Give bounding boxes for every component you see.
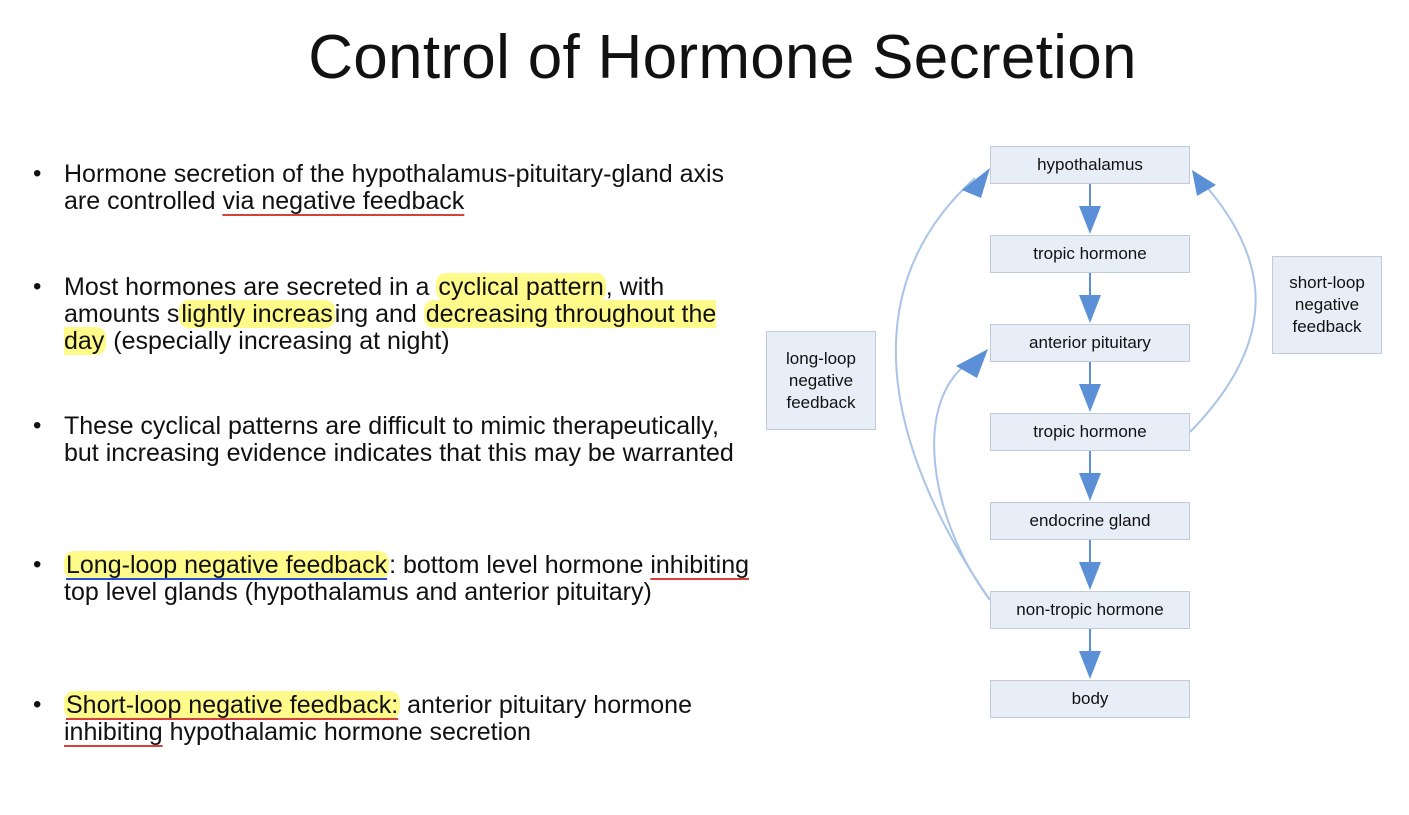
page-title: Control of Hormone Secretion	[308, 23, 1137, 92]
long-loop-arrowhead-icon	[962, 168, 990, 198]
short-loop-label: short-loop negative feedback	[1272, 256, 1382, 354]
chain-arrows	[1079, 184, 1101, 679]
node-body: body	[990, 680, 1190, 718]
bullet-4-part-1: Long-loop negative feedback	[64, 551, 390, 579]
bullet-4-part-2: : bottom level hormone	[389, 551, 651, 579]
bullet-4-part-4: top level glands (hypothalamus and anter…	[64, 578, 652, 606]
bullet-2-text: Most hormones are secreted in a cyclical…	[64, 273, 754, 355]
bullet-2-part-7: (especially increasing at night)	[106, 327, 450, 355]
bullet-dot-icon: •	[33, 691, 42, 718]
bullet-2-part-3: , with amounts s	[64, 273, 665, 328]
arrow-2-icon	[1079, 295, 1101, 323]
long-loop-curve-inner	[933, 359, 991, 601]
bullet-4-text: Long-loop negative feedback: bottom leve…	[64, 551, 754, 606]
bullet-2-part-5: ing and	[334, 300, 424, 328]
bullet-3-text: These cyclical patterns are difficult to…	[64, 413, 754, 467]
arrow-5-icon	[1079, 562, 1101, 590]
bullet-dot-icon: •	[33, 551, 42, 578]
bullet-1-text: Hormone secretion of the hypothalamus-pi…	[64, 161, 754, 215]
bullet-5-part-2: anterior pituitary hormone	[400, 691, 692, 719]
node-tropic-hormone-1: tropic hormone	[990, 235, 1190, 273]
bullet-5-part-3: inhibiting	[64, 718, 163, 746]
bullet-5-part-4: hypothalamic hormone secretion	[162, 718, 531, 746]
long-loop-label: long-loop negative feedback	[766, 331, 876, 430]
bullet-1-part-2: via negative feedback	[222, 187, 465, 215]
bullet-dot-icon: •	[33, 160, 42, 187]
bullet-dot-icon: •	[33, 273, 42, 300]
long-loop-inner-arrowhead-icon	[956, 349, 988, 378]
node-endocrine-gland: endocrine gland	[990, 502, 1190, 540]
bullet-2-part-2: cyclical pattern	[436, 273, 606, 301]
bullet-5-part-1: Short-loop negative feedback:	[64, 691, 401, 719]
bullet-4-part-3: inhibiting	[650, 551, 750, 579]
node-anterior-pituitary: anterior pituitary	[990, 324, 1190, 362]
bullet-3-part-1: These cyclical patterns are difficult to…	[64, 412, 734, 467]
bullet-5-text: Short-loop negative feedback: anterior p…	[64, 691, 754, 746]
node-tropic-hormone-2: tropic hormone	[990, 413, 1190, 451]
short-loop-arrowhead-icon	[1192, 170, 1216, 196]
arrow-6-icon	[1079, 651, 1101, 679]
node-non-tropic-hormone: non-tropic hormone	[990, 591, 1190, 629]
bullet-dot-icon: •	[33, 412, 42, 439]
node-hypothalamus: hypothalamus	[990, 146, 1190, 184]
long-loop-curve-outer	[894, 177, 991, 601]
arrow-4-icon	[1079, 473, 1101, 501]
bullet-2-part-4: lightly increas	[179, 300, 335, 328]
bullet-2-part-1: Most hormones are secreted in a	[64, 273, 437, 301]
arrow-3-icon	[1079, 384, 1101, 412]
arrow-1-icon	[1079, 206, 1101, 234]
short-loop-curve	[1189, 184, 1257, 433]
bullet-1-part-1: Hormone secretion of the hypothalamus-pi…	[64, 160, 725, 215]
